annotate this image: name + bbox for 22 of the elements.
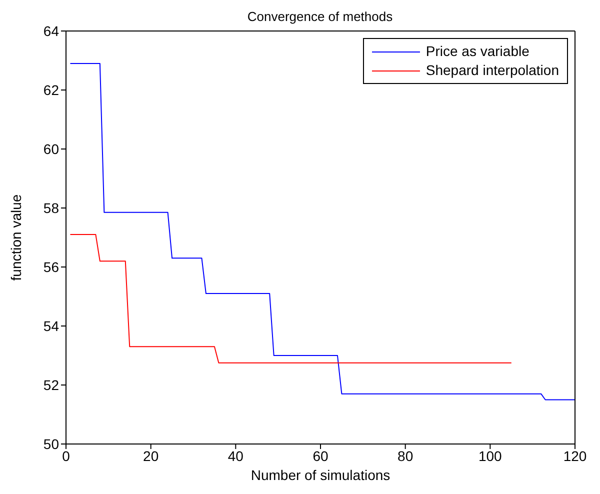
- y-tick-label: 58: [43, 200, 60, 216]
- x-tick-label: 40: [228, 448, 244, 464]
- x-tick-label: 100: [478, 448, 502, 464]
- y-axis-title: function value: [8, 194, 24, 281]
- x-tick-label: 20: [143, 448, 159, 464]
- y-tick-label: 54: [43, 318, 60, 334]
- x-tick-label: 120: [563, 448, 587, 464]
- chart-title: Convergence of methods: [247, 9, 393, 24]
- line-series: [70, 62, 575, 400]
- y-tick-label: 60: [43, 140, 60, 157]
- legend-label: Price as variable: [426, 42, 530, 61]
- y-tick-label: 62: [43, 82, 60, 98]
- x-tick-label: 60: [312, 448, 328, 464]
- x-axis-title: Number of simulations: [250, 467, 390, 483]
- legend-label: Shepard interpolation: [426, 61, 559, 80]
- y-tick-label: 52: [43, 376, 60, 393]
- y-tick-label: 64: [43, 22, 60, 39]
- x-tick-label: 80: [398, 448, 414, 464]
- line-series: [70, 234, 512, 364]
- y-tick-label: 50: [43, 436, 60, 452]
- y-tick-label: 56: [43, 258, 60, 275]
- x-tick-label: 0: [62, 448, 70, 464]
